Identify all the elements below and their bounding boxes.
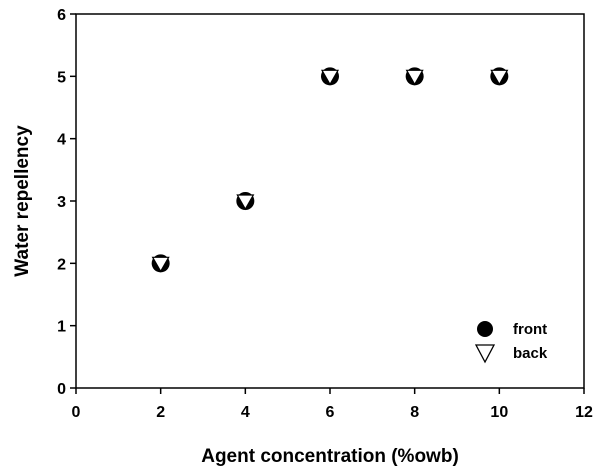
x-tick-label: 4 (241, 404, 250, 421)
y-tick-label: 2 (57, 256, 66, 273)
y-tick-label: 4 (57, 132, 66, 149)
y-tick-label: 6 (57, 7, 66, 24)
back-point (151, 256, 170, 273)
legend-marker-front (477, 321, 493, 337)
y-tick-label: 0 (57, 381, 66, 398)
back-point (405, 69, 424, 86)
y-tick-label: 1 (57, 319, 66, 336)
y-tick-label: 3 (57, 194, 66, 211)
back-point (320, 69, 340, 86)
x-tick-label: 2 (156, 404, 165, 421)
data-points (151, 67, 509, 273)
legend: front back (474, 321, 548, 364)
back-point (490, 69, 509, 86)
x-tick-label: 10 (490, 404, 508, 421)
x-tick-label: 8 (410, 404, 419, 421)
legend-label-front: front (513, 321, 547, 338)
x-tick-label: 6 (326, 404, 335, 421)
x-tick-label: 0 (72, 404, 81, 421)
y-axis-ticks: 0 1 2 3 4 5 6 (57, 7, 76, 398)
x-tick-label: 12 (575, 404, 593, 421)
legend-marker-back (474, 344, 496, 364)
y-axis-title: Water repellency (12, 125, 33, 277)
y-tick-label: 5 (57, 69, 66, 86)
legend-label-back: back (513, 345, 548, 362)
x-axis-ticks: 0 2 4 6 8 10 12 (72, 388, 593, 421)
back-point (236, 194, 255, 211)
x-axis-title: Agent concentration (%owb) (201, 446, 459, 467)
